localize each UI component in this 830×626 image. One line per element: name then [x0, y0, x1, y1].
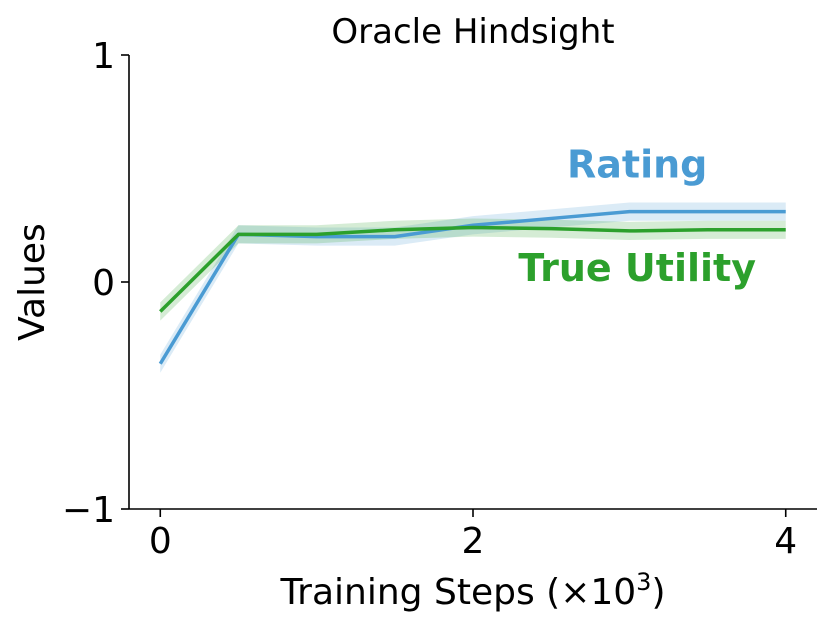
- series-lines: [158, 209, 786, 365]
- y-tick-label: 0: [92, 263, 115, 304]
- rating-band: [160, 202, 786, 373]
- annotations: Rating True Utility: [518, 143, 756, 290]
- x-ticks: 0 2 4: [149, 509, 797, 562]
- y-ticks: −1 0 1: [62, 36, 129, 531]
- y-tick-label: −1: [62, 490, 115, 531]
- y-tick-label: 1: [92, 36, 115, 77]
- x-tick-label: 4: [774, 521, 797, 562]
- chart-title: Oracle Hindsight: [331, 12, 614, 52]
- x-axis-label: Training Steps (×103): [279, 568, 665, 613]
- true-utility-line: [159, 225, 786, 313]
- x-tick-label: 0: [149, 521, 172, 562]
- rating-annotation: Rating: [567, 143, 707, 187]
- x-tick-label: 2: [462, 521, 485, 562]
- true-utility-annotation: True Utility: [518, 246, 756, 290]
- y-axis-label: Values: [12, 223, 53, 341]
